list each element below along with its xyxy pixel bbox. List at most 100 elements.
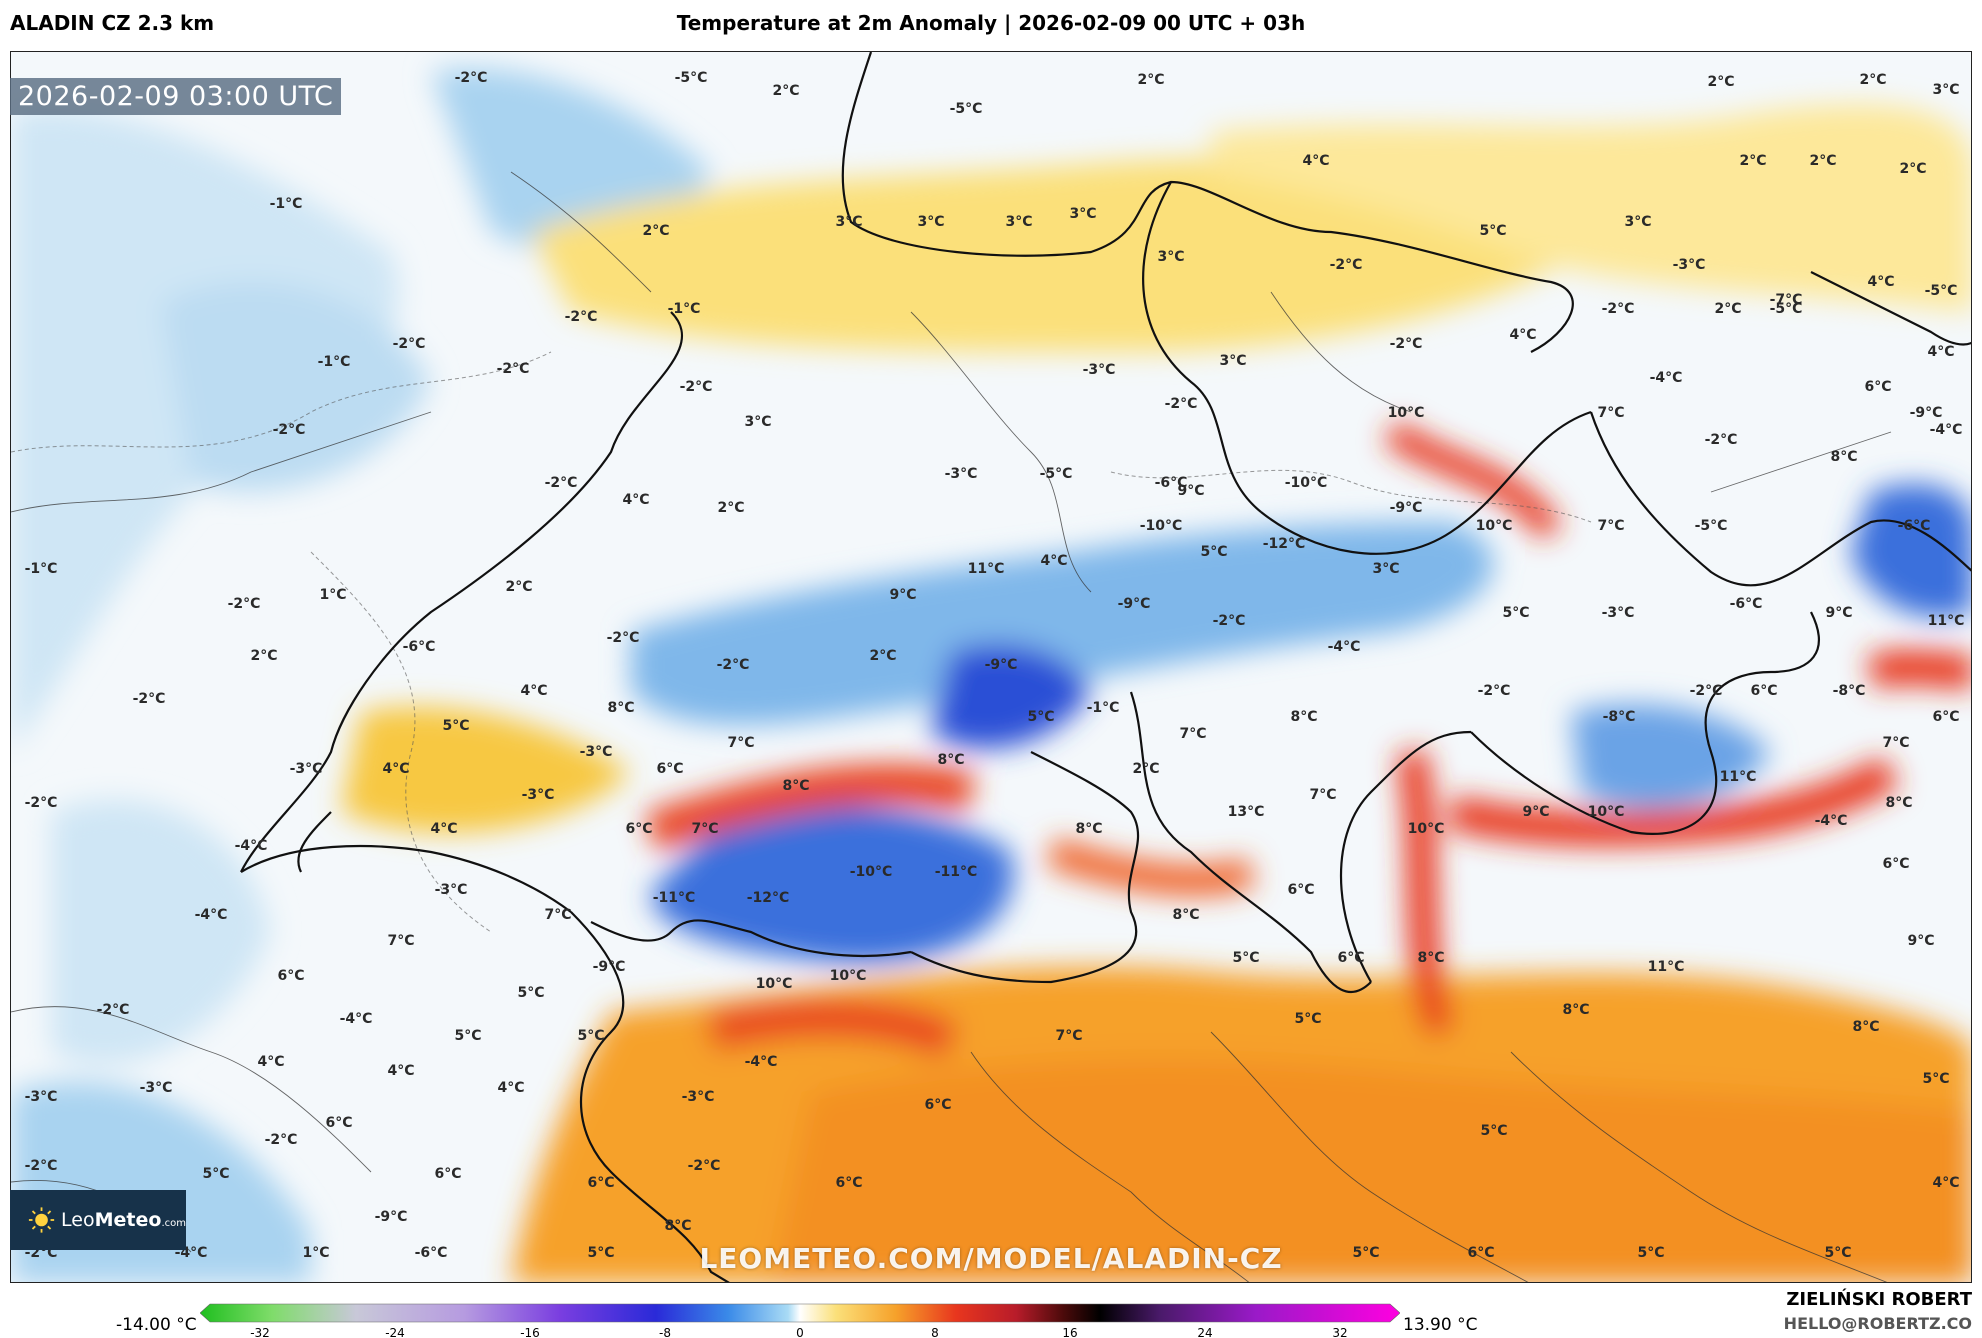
temperature-label: 6°C [1287, 882, 1315, 898]
temperature-label: 5°C [1637, 1245, 1665, 1261]
temperature-label: 8°C [782, 778, 810, 794]
temperature-label: 8°C [937, 752, 965, 768]
temperature-label: 10°C [1587, 804, 1625, 820]
temperature-label: 11°C [1719, 769, 1757, 785]
temperature-label: 2°C [1707, 74, 1735, 90]
temperature-label: -2°C [1689, 683, 1723, 699]
colorbar-tick-label: -8 [659, 1326, 671, 1338]
temperature-label: -2°C [1164, 396, 1198, 412]
colorbar-tick-label: -24 [385, 1326, 405, 1338]
temperature-label: 11°C [967, 561, 1005, 577]
header: ALADIN CZ 2.3 km Temperature at 2m Anoma… [0, 0, 1982, 50]
temperature-label: 4°C [520, 683, 548, 699]
temperature-label: 2°C [869, 648, 897, 664]
temperature-label: -3°C [24, 1089, 58, 1105]
temperature-label: -2°C [716, 657, 750, 673]
temperature-label: -3°C [139, 1080, 173, 1096]
temperature-label: 2°C [1714, 301, 1742, 317]
temperature-label: 6°C [1750, 683, 1778, 699]
temperature-label: -4°C [1649, 370, 1683, 386]
temperature-label: 9°C [1907, 933, 1935, 949]
temperature-label: 5°C [1200, 544, 1228, 560]
temperature-label: 2°C [1137, 72, 1165, 88]
temperature-label: 8°C [1852, 1019, 1880, 1035]
temperature-label: -2°C [24, 1158, 58, 1174]
temperature-label: -10°C [1284, 475, 1328, 491]
source-url-watermark: LEOMETEO.COM/MODEL/ALADIN-CZ [699, 1242, 1283, 1275]
temperature-label: 10°C [1387, 405, 1425, 421]
temperature-label: 2°C [1132, 761, 1160, 777]
temperature-label: -9°C [984, 657, 1018, 673]
temperature-label: 3°C [835, 214, 863, 230]
temperature-label: 7°C [544, 907, 572, 923]
temperature-label: 5°C [1232, 950, 1260, 966]
temperature-label: -10°C [1139, 518, 1183, 534]
temperature-label: 2°C [642, 223, 670, 239]
colorbar-tick-label: 0 [796, 1326, 804, 1338]
temperature-label: 5°C [1480, 1123, 1508, 1139]
temperature-label: 8°C [1172, 907, 1200, 923]
temperature-label: 6°C [1337, 950, 1365, 966]
temperature-label: 4°C [1302, 153, 1330, 169]
temperature-label: 5°C [587, 1245, 615, 1261]
temperature-label: -11°C [652, 890, 696, 906]
temperature-label: 6°C [1864, 379, 1892, 395]
temperature-label: 5°C [1027, 709, 1055, 725]
temperature-label: 4°C [257, 1054, 285, 1070]
temperature-label: -2°C [132, 691, 166, 707]
temperature-label: -1°C [24, 561, 58, 577]
temperature-label: -2°C [454, 70, 488, 86]
colorbar-gradient [200, 1303, 1400, 1323]
temperature-label: 2°C [772, 83, 800, 99]
temperature-label: -1°C [667, 301, 701, 317]
temperature-label: 5°C [1502, 605, 1530, 621]
temperature-label: 6°C [587, 1175, 615, 1191]
temperature-label: 2°C [250, 648, 278, 664]
temperature-label: -9°C [374, 1209, 408, 1225]
temperature-label: -5°C [949, 101, 983, 117]
author-email: HELLO@ROBERTZ.CO [1783, 1314, 1972, 1333]
temperature-label: -4°C [744, 1054, 778, 1070]
temperature-label: 7°C [1179, 726, 1207, 742]
temperature-label: 3°C [1005, 214, 1033, 230]
temperature-label: 8°C [1290, 709, 1318, 725]
temperature-label: 1°C [302, 1245, 330, 1261]
temperature-label: -2°C [1477, 683, 1511, 699]
temperature-label: -5°C [674, 70, 708, 86]
temperature-label: 7°C [691, 821, 719, 837]
temperature-label: -3°C [521, 787, 555, 803]
temperature-label: -7°C [1769, 292, 1803, 308]
temperature-label: 9°C [1177, 483, 1205, 499]
model-title: ALADIN CZ 2.3 km [10, 11, 215, 35]
temperature-label: -2°C [564, 309, 598, 325]
temperature-label: 6°C [835, 1175, 863, 1191]
temperature-label: -3°C [1672, 257, 1706, 273]
temperature-label: 5°C [442, 718, 470, 734]
temperature-label: 4°C [1867, 274, 1895, 290]
colorbar-tick-label: -32 [250, 1326, 270, 1338]
temperature-label: -9°C [1909, 405, 1943, 421]
colorbar-min-label: -14.00 °C [116, 1315, 197, 1335]
temperature-label: 6°C [434, 1166, 462, 1182]
temperature-label: 6°C [325, 1115, 353, 1131]
temperature-label: -2°C [272, 422, 306, 438]
temperature-label: 7°C [1309, 787, 1337, 803]
temperature-label: 9°C [1522, 804, 1550, 820]
temperature-label: 3°C [1219, 353, 1247, 369]
temperature-label: -4°C [194, 907, 228, 923]
temperature-label: 9°C [1825, 605, 1853, 621]
temperature-label: 2°C [1899, 161, 1927, 177]
temperature-label: 8°C [1562, 1002, 1590, 1018]
temperature-label: -5°C [1924, 283, 1958, 299]
temperature-label: 7°C [1597, 405, 1625, 421]
temperature-label: 4°C [430, 821, 458, 837]
temperature-label: 7°C [1597, 518, 1625, 534]
sun-icon [28, 1207, 55, 1233]
leometeo-logo: LeoMeteo.com [10, 1190, 186, 1250]
temperature-label: -3°C [1601, 605, 1635, 621]
map-canvas[interactable]: -2°C -5°C 2°C -5°C 2°C 2°C 2°C 3°C 2°C 2°C 2°C -1°C… [10, 51, 1972, 1283]
temperature-label: 7°C [727, 735, 755, 751]
map-title: Temperature at 2m Anomaly | 2026-02-09 0… [676, 11, 1306, 35]
temperature-label: -2°C [606, 630, 640, 646]
temperature-label: -2°C [496, 361, 530, 377]
